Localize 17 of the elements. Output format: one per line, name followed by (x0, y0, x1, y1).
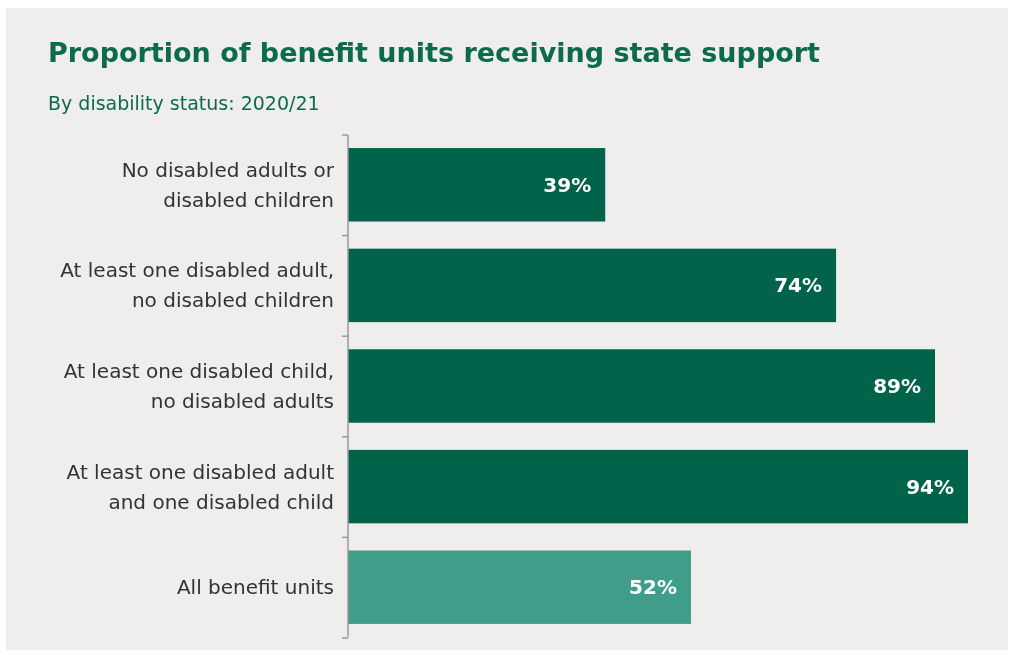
data-label: 52% (629, 575, 677, 600)
text: By disability status: 2020/21 (48, 92, 320, 114)
bar (348, 449, 968, 524)
bar (348, 248, 837, 323)
y-tick-label: No disabled adults or disabled children (121, 157, 335, 212)
data-label: 74% (774, 273, 823, 298)
bar (348, 148, 606, 222)
data-label: 89% (873, 374, 922, 398)
y-tick-label: At least one disabled adult, no disabled children (60, 258, 334, 313)
data-label: 39% (543, 172, 592, 197)
bar (348, 349, 936, 423)
y-tick-label: At least one disabled child, no disabled adults (63, 359, 334, 413)
bar (348, 550, 691, 624)
data-label: 94% (906, 474, 954, 499)
chart-title: Proportion of benefit units receiving state support (48, 37, 821, 68)
y-tick-label: At least one disabled adult and one disabled child (66, 459, 335, 514)
y-tick-label: All benefit units (176, 575, 334, 600)
